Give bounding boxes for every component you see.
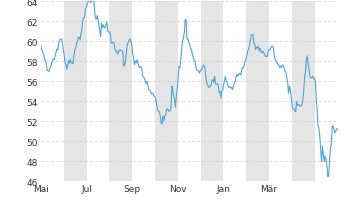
Bar — [292, 2, 315, 181]
Bar — [64, 2, 87, 181]
Bar — [109, 2, 132, 181]
Bar — [155, 2, 178, 181]
Bar — [246, 2, 269, 181]
Bar — [201, 2, 223, 181]
